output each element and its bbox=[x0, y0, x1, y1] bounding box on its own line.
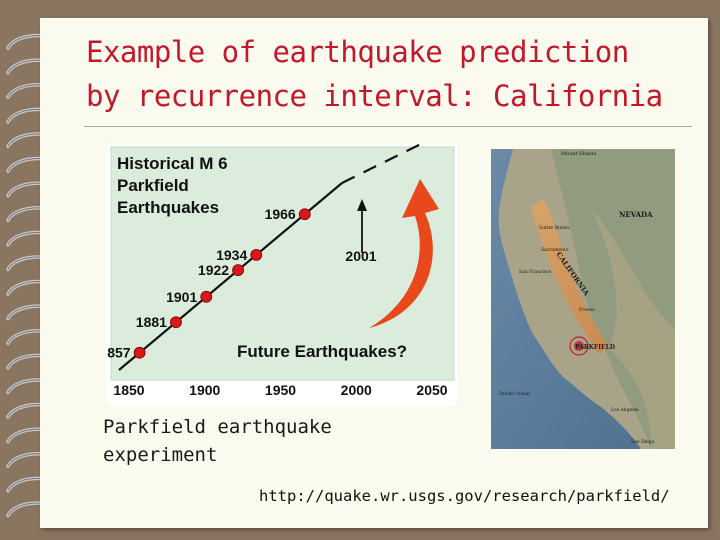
source-link[interactable]: http://quake.wr.usgs.gov/research/parkfi… bbox=[259, 487, 670, 505]
caption-line2: experiment bbox=[103, 444, 218, 466]
label-los-angeles: Los Angeles bbox=[611, 407, 639, 413]
future-arrow bbox=[369, 179, 439, 328]
slide-title-line2: by recurrence interval: California bbox=[86, 79, 663, 113]
earthquake-year-label: 1881 bbox=[136, 314, 167, 330]
x-tick-label: 2050 bbox=[416, 382, 447, 398]
figure-caption: Parkfield earthquake experiment bbox=[103, 413, 403, 469]
earthquake-point bbox=[232, 264, 244, 277]
earthquake-point bbox=[170, 316, 182, 329]
earthquake-year-label: 1934 bbox=[216, 247, 247, 263]
chart-title-line: Historical M 6 bbox=[117, 154, 228, 173]
x-tick-label: 1850 bbox=[113, 382, 144, 398]
chart-plot-area bbox=[110, 146, 455, 381]
slide-title: Example of earthquake prediction by recu… bbox=[86, 30, 706, 118]
x-tick-label: 2000 bbox=[341, 382, 372, 398]
prediction-arrow-head bbox=[357, 199, 367, 211]
map-desert bbox=[591, 209, 675, 449]
future-earthquakes-label: Future Earthquakes? bbox=[237, 342, 407, 361]
trend-line-extension bbox=[341, 143, 426, 184]
label-mount-shasta: Mount Shasta bbox=[561, 151, 596, 157]
label-san-francisco: San Francisco bbox=[519, 269, 552, 275]
chart-title-line: Earthquakes bbox=[117, 198, 219, 217]
chart-title-line: Parkfield bbox=[117, 176, 189, 195]
earthquake-year-label: 1922 bbox=[198, 262, 229, 278]
california-map: Mount Shasta NEVADA Sutter Buttes Sacram… bbox=[491, 149, 675, 449]
earthquake-point bbox=[298, 208, 311, 221]
earthquake-year-label: 1857 bbox=[107, 345, 131, 361]
earthquake-year-label: 1966 bbox=[265, 206, 296, 222]
slide-title-line1: Example of earthquake prediction bbox=[86, 35, 629, 69]
earthquake-point bbox=[133, 346, 146, 359]
central-valley bbox=[531, 199, 609, 354]
caption-line1: Parkfield earthquake bbox=[103, 416, 332, 438]
x-tick-label: 1900 bbox=[189, 382, 220, 398]
title-divider bbox=[84, 126, 692, 127]
label-pacific-ocean: Pacific Ocean bbox=[499, 391, 530, 397]
chart-points bbox=[133, 208, 311, 359]
earthquake-point bbox=[250, 248, 263, 261]
label-san-diego: San Diego bbox=[631, 439, 655, 445]
x-tick-label: 1950 bbox=[265, 382, 296, 398]
label-fresno: Fresno bbox=[579, 307, 595, 313]
label-sutter-buttes: Sutter Buttes bbox=[539, 225, 570, 231]
x-axis-ticks: 1850 1900 1950 2000 2050 bbox=[113, 382, 447, 398]
parkfield-marker bbox=[569, 336, 589, 356]
earthquake-year-label: 1901 bbox=[166, 289, 197, 305]
label-nevada: NEVADA bbox=[619, 210, 653, 219]
chart-title: Historical M 6 Parkfield Earthquakes bbox=[117, 154, 228, 217]
prediction-year-label: 2001 bbox=[345, 248, 376, 264]
earthquake-point bbox=[200, 290, 213, 303]
label-sacramento: Sacramento bbox=[541, 247, 569, 253]
label-parkfield: PARKFIELD bbox=[575, 344, 615, 351]
